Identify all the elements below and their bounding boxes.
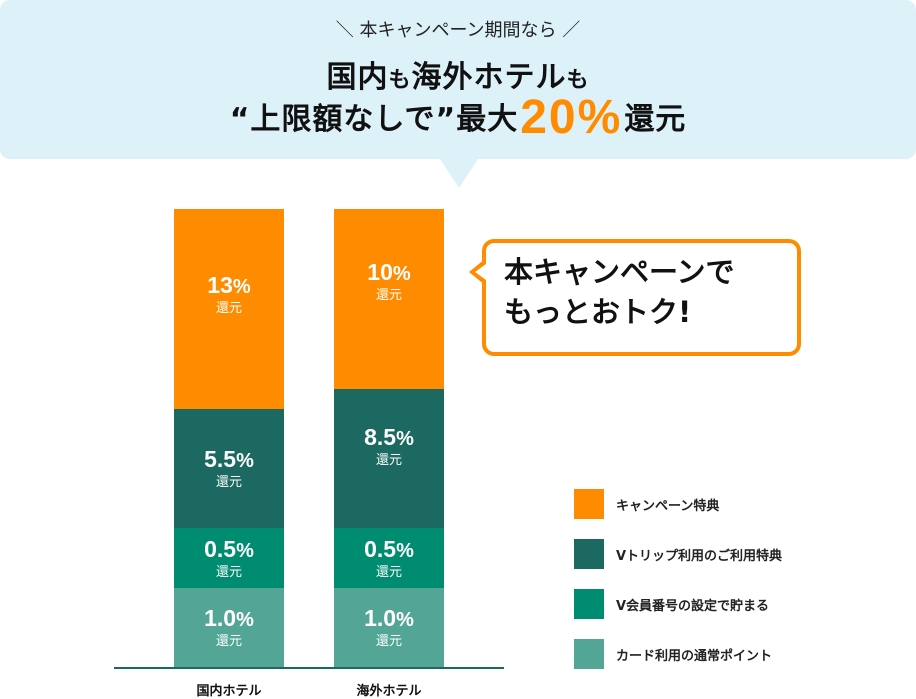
segment-unit: 還元 [215,475,242,490]
legend-label: キャンペーン特典 [616,498,720,514]
headline-domestic: 国内 [326,60,389,95]
segment-value: 1.0% [204,605,254,631]
headline-particle: も [566,68,590,93]
segment-vmember: 0.5% 還元 [174,528,284,588]
headline-overseas: 海外ホテル [411,60,567,95]
segment-unit: 還元 [375,453,402,468]
banner-pointer [440,159,478,188]
legend-item-campaign: キャンペーン特典 [574,489,782,519]
headline-particle: も [388,68,412,93]
headline-no-limit: “上限額なしで”最大 [229,102,519,137]
x-label-overseas: 海外ホテル [356,684,422,699]
segment-unit: 還元 [375,287,402,303]
callout-text: 本キャンペーンで もっとおトク! [504,252,794,332]
callout-line1: 本キャンペーンで [504,255,735,289]
segment-value: 0.5% [204,535,254,562]
callout-bubble [482,239,801,356]
segment-vmember: 0.5% 還元 [334,528,444,588]
segment-unit: 還元 [215,634,242,649]
headline-banner: ＼ 本キャンペーン期間なら ／ 国内も海外ホテルも “上限額なしで”最大20%還… [0,0,916,159]
legend-label: V会員番号の設定で貯まる [616,598,770,614]
legend-swatch [574,589,604,619]
segment-value: 5.5% [204,446,254,472]
chart-legend: キャンペーン特典 Vトリップ利用のご利用特典 V会員番号の設定で貯まる カード利… [574,489,782,689]
segment-value: 13% [207,271,251,298]
legend-swatch [574,639,604,669]
segment-unit: 還元 [215,564,242,580]
headline-rate-highlight: 20% [520,91,623,144]
legend-item-vmember: V会員番号の設定で貯まる [574,589,782,619]
segment-vtrip: 5.5% 還元 [174,409,284,528]
bar-overseas-hotel: 10% 還元 8.5% 還元 0.5% 還元 1.0% 還元 [334,209,444,667]
bar-domestic-hotel: 13% 還元 5.5% 還元 0.5% 還元 1.0% 還元 [174,209,284,667]
segment-campaign: 10% 還元 [334,209,444,389]
legend-label: カード利用の通常ポイント [616,648,773,664]
segment-value: 1.0% [364,605,414,631]
segment-campaign: 13% 還元 [174,209,284,409]
legend-swatch [574,489,604,519]
banner-subtitle: ＼ 本キャンペーン期間なら ／ [335,20,581,41]
segment-value: 8.5% [364,424,414,450]
segment-unit: 還元 [215,300,242,316]
banner-headline-line2: “上限額なしで”最大20%還元 [0,90,916,145]
segment-card: 1.0% 還元 [174,588,284,667]
chart-baseline [114,667,504,669]
segment-vtrip: 8.5% 還元 [334,389,444,528]
segment-unit: 還元 [375,564,402,580]
legend-item-vtrip: Vトリップ利用のご利用特典 [574,539,782,569]
callout-line2: もっとおトク! [504,295,692,329]
legend-label: Vトリップ利用のご利用特典 [616,548,783,564]
headline-reward: 還元 [624,102,687,137]
segment-value: 0.5% [364,535,414,562]
callout-tail-fill [475,264,486,280]
x-label-domestic: 国内ホテル [196,684,262,699]
segment-value: 10% [367,258,411,285]
segment-card: 1.0% 還元 [334,588,444,667]
legend-swatch [574,539,604,569]
segment-unit: 還元 [375,634,402,649]
banner-headline-line1: 国内も海外ホテルも [0,52,916,96]
legend-item-card: カード利用の通常ポイント [574,639,782,669]
